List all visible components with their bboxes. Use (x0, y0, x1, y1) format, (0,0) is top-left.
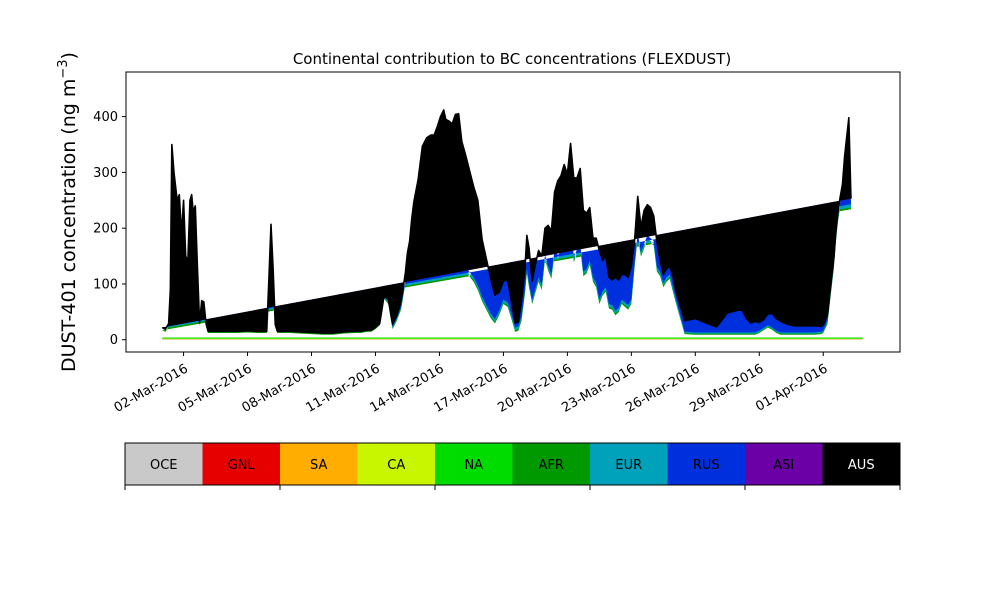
series-layer (162, 109, 863, 340)
colorbar-swatch-rus (667, 443, 746, 485)
colorbar-label-na: NA (464, 458, 483, 473)
colorbar-swatch-afr (512, 443, 591, 485)
x-axis: 02-Mar-201605-Mar-201608-Mar-201611-Mar-… (112, 352, 830, 416)
total-line-layer (161, 109, 852, 334)
y-axis-label-main: DUST-401 concentration (ng m (58, 79, 80, 372)
colorbar-swatch-ca (357, 443, 436, 485)
colorbar-label-eur: EUR (615, 458, 642, 473)
plot-area (125, 71, 901, 353)
plot-frame (125, 71, 901, 353)
colorbar-legend: OCE GNL SA CA NA AFR EUR RUS ASI AUS (124, 442, 901, 490)
colorbar-swatch-sa (280, 443, 358, 485)
colorbar-swatch-gnl (202, 443, 281, 485)
total-outline-line (161, 109, 852, 334)
colorbar-swatch-oce (125, 443, 203, 485)
colorbar-swatch-na (435, 443, 513, 485)
y-axis-label: DUST-401 concentration (ng m−3) (56, 52, 80, 372)
area-series-na (162, 337, 863, 339)
colorbar-label-sa: SA (310, 458, 327, 473)
colorbar-label-rus: RUS (693, 458, 720, 473)
y-tick-label: 100 (93, 277, 118, 292)
y-tick-label: 400 (93, 110, 118, 125)
colorbar-swatch-aus (822, 443, 901, 485)
y-axis-label-sup: −3 (56, 59, 71, 78)
colorbar-label-afr: AFR (539, 458, 564, 473)
x-tick-label: 01-Apr-2016 (753, 361, 830, 414)
chart-title: Continental contribution to BC concentra… (293, 50, 731, 68)
area-series-aus (162, 109, 851, 334)
colorbar-label-gnl: GNL (228, 458, 256, 473)
y-tick-label: 300 (93, 166, 118, 181)
colorbar-swatch-asi (745, 443, 823, 485)
colorbar-label-asi: ASI (773, 458, 794, 473)
y-tick-label: 200 (93, 222, 118, 237)
y-axis-label-tail: ) (58, 52, 80, 59)
area-series-ca (162, 338, 863, 340)
colorbar-swatch-eur (590, 443, 668, 485)
y-axis: 0 100 200 300 400 (93, 110, 126, 348)
colorbar-label-aus: AUS (848, 458, 875, 473)
y-tick-label: 0 (110, 333, 118, 348)
colorbar-label-ca: CA (387, 458, 405, 473)
colorbar-label-oce: OCE (150, 458, 178, 473)
colorbar-frame (124, 442, 901, 486)
